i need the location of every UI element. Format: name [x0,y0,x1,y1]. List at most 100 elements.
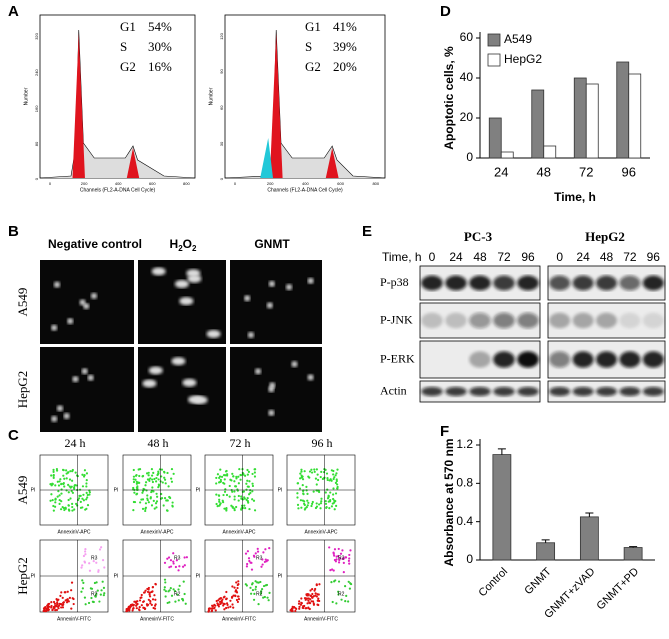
event [55,608,59,612]
comet [81,368,88,375]
event [318,583,321,586]
band [595,351,618,368]
event [181,565,185,568]
event [67,491,70,494]
event [141,507,145,510]
event [311,596,314,599]
panel-letter: F [440,423,449,440]
event [232,475,235,478]
y-tick-label: 120 [219,32,224,39]
event [55,467,59,471]
event [85,485,88,488]
event [246,550,249,553]
x-tick-label: 72 [579,164,593,179]
event [267,599,270,602]
event [52,470,55,473]
band [445,386,467,397]
event [228,495,231,498]
lane-label: 48 [600,250,614,264]
event [228,484,231,488]
column-header: Negative control [48,237,142,251]
event [52,600,56,604]
event [67,498,70,502]
event [245,488,248,491]
band [619,351,641,368]
event [152,471,155,475]
event [167,556,171,559]
phase-value: 54% [148,19,172,34]
x-axis-label: Channels (FL2-A-DNA Cell Cycle) [80,187,156,193]
formula-part: O [183,237,192,251]
y-axis-label: PI [196,573,201,579]
event [247,501,250,504]
g1-peak [269,33,283,178]
event [61,606,65,609]
event [249,561,252,564]
event [259,592,263,595]
event [85,491,88,494]
event [307,607,310,610]
event [66,599,69,602]
event [215,599,218,603]
event [160,492,163,496]
x-tick-label: 800 [372,181,379,186]
band [549,351,571,368]
event [172,588,175,591]
event [347,600,350,603]
event [56,480,59,483]
comet [174,279,189,288]
error-bar [541,539,550,543]
row-label: Actin [380,383,407,397]
event [77,497,81,500]
band [619,386,641,397]
event [56,605,59,608]
event [233,480,236,483]
event [300,506,303,509]
event [82,581,85,585]
event [332,552,335,555]
event [215,482,218,485]
event [253,471,256,474]
comet [51,324,58,331]
event [234,589,238,592]
event [324,491,327,494]
event [71,502,74,505]
event [131,609,134,612]
event [233,509,236,512]
event [300,468,303,471]
row-label: P-ERK [380,351,415,365]
comet [67,318,74,325]
event [85,507,88,510]
event [79,506,83,509]
event [332,493,335,496]
event [332,569,335,572]
event [300,597,303,600]
error-bar [629,546,638,548]
event [251,484,255,488]
event [311,600,315,603]
event [312,602,315,605]
event [229,599,232,602]
event [240,507,243,510]
x-axis-label: AnnexinV-FITC [140,616,174,622]
event [296,503,300,507]
event [63,591,66,594]
event [216,505,219,508]
band [421,351,443,367]
event [80,566,83,569]
event [222,493,225,497]
event [183,556,186,559]
band [493,275,515,291]
event [328,479,331,482]
event [159,480,162,483]
event [342,561,345,564]
event [166,601,169,605]
event [328,546,331,549]
event [88,569,92,572]
event [232,594,235,597]
event [240,504,244,507]
event [234,485,237,488]
event [265,583,269,587]
event [339,552,343,555]
